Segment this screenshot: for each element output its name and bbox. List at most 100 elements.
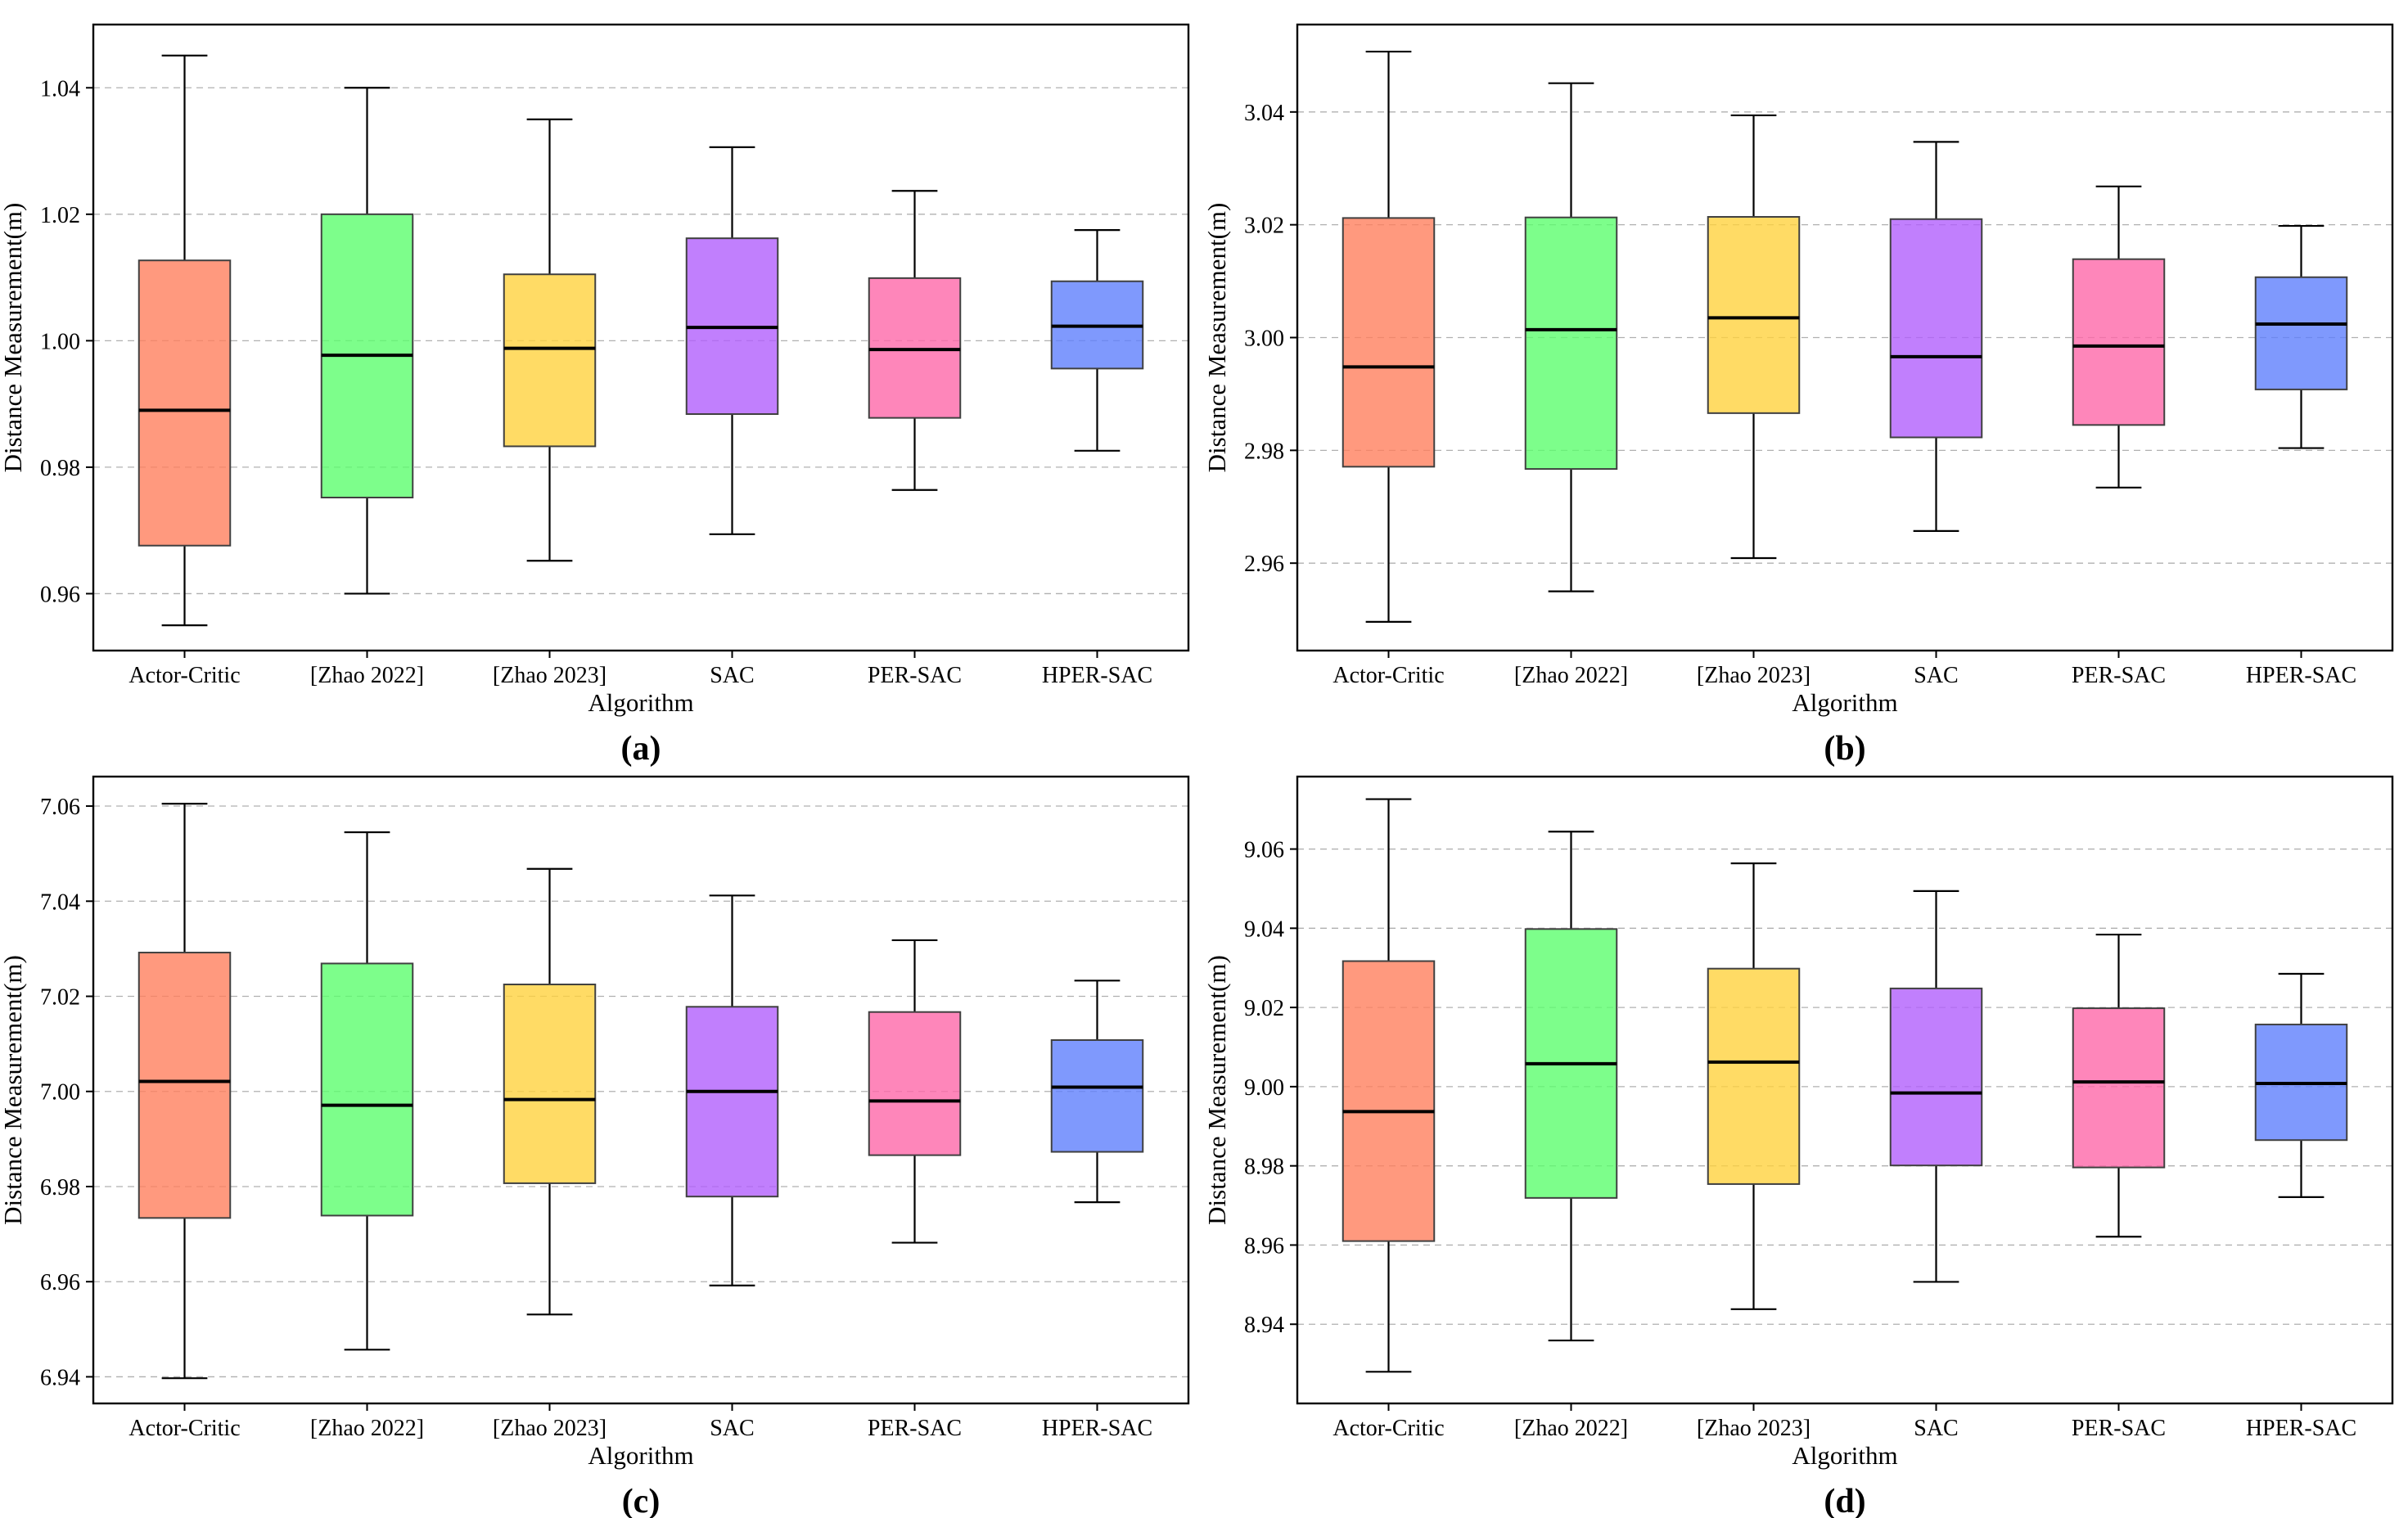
box-zhao-2022 <box>1524 82 1618 592</box>
y-axis-label: Distance Measurement(m) <box>0 955 27 1225</box>
iqr-box <box>138 259 232 547</box>
box-sac <box>1889 141 1983 532</box>
panel-caption: (a) <box>621 730 661 768</box>
y-tick-label: 7.06 <box>40 795 80 820</box>
x-axis-label: Algorithm <box>1792 688 1897 717</box>
x-tick-label: Actor-Critic <box>1333 1416 1444 1441</box>
x-tick-label: Actor-Critic <box>1333 663 1444 688</box>
x-tick-label: [Zhao 2023] <box>1697 663 1811 688</box>
iqr-box <box>138 952 232 1219</box>
box-hper-sac <box>1050 980 1144 1204</box>
box-per-sac <box>868 190 962 491</box>
y-tick-label: 2.98 <box>1244 439 1284 464</box>
iqr-box <box>1889 987 1983 1167</box>
x-axis-label: Algorithm <box>588 1441 693 1470</box>
x-axis-label: Algorithm <box>588 688 693 717</box>
plot-frame <box>92 23 1190 652</box>
y-tick-label: 8.94 <box>1244 1313 1284 1338</box>
box-zhao-2023 <box>503 118 597 562</box>
iqr-box <box>1342 960 1436 1242</box>
y-tick-label: 8.98 <box>1244 1155 1284 1180</box>
box-zhao-2022 <box>320 87 414 595</box>
iqr-box <box>868 1011 962 1156</box>
plot-frame <box>1296 23 2394 652</box>
box-hper-sac <box>2254 224 2348 449</box>
box-zhao-2023 <box>1707 862 1801 1310</box>
x-tick-label: [Zhao 2023] <box>1697 1416 1811 1441</box>
x-tick-label: Actor-Critic <box>129 1416 240 1441</box>
iqr-box <box>1342 217 1436 468</box>
box-actor-critic <box>1342 798 1436 1373</box>
iqr-box <box>1707 216 1801 414</box>
y-axis-label: Distance Measurement(m) <box>1202 203 1231 473</box>
panel-b: 2.96 2.98 3.00 3.02 3.04 Actor-Critic [Zhao 20… <box>1202 23 2394 768</box>
y-tick-label: 6.96 <box>40 1270 80 1295</box>
iqr-box <box>685 1006 779 1198</box>
box-actor-critic <box>138 54 232 627</box>
x-tick-label: HPER-SAC <box>2246 1416 2356 1441</box>
iqr-box <box>2072 258 2166 426</box>
y-tick-label: 9.02 <box>1244 996 1284 1021</box>
y-tick-label: 2.96 <box>1244 552 1284 577</box>
x-tick-label: HPER-SAC <box>1042 663 1152 688</box>
panel-caption: (c) <box>622 1483 661 1518</box>
x-tick-label: HPER-SAC <box>1042 1416 1152 1441</box>
iqr-box <box>1707 967 1801 1185</box>
y-tick-label: 1.04 <box>40 76 80 101</box>
y-tick-label: 0.98 <box>40 456 80 481</box>
box-per-sac <box>2072 185 2166 489</box>
x-tick-label: Actor-Critic <box>129 663 240 688</box>
y-axis-label: Distance Measurement(m) <box>1202 955 1231 1225</box>
y-tick-label: 9.04 <box>1244 917 1284 942</box>
box-zhao-2022 <box>320 831 414 1351</box>
y-tick-label: 0.96 <box>40 582 80 607</box>
panel-caption: (b) <box>1824 730 1865 768</box>
box-actor-critic <box>138 803 232 1380</box>
x-tick-label: [Zhao 2022] <box>310 663 424 688</box>
y-tick-label: 7.00 <box>40 1080 80 1106</box>
x-tick-label: HPER-SAC <box>2246 663 2356 688</box>
panel-a: 0.96 0.98 1.00 1.02 1.04 Actor-Critic [Zhao 20… <box>0 23 1190 768</box>
y-axis-label: Distance Measurement(m) <box>0 203 27 473</box>
box-zhao-2023 <box>1707 114 1801 560</box>
x-tick-label: PER-SAC <box>2072 1416 2166 1441</box>
x-tick-label: SAC <box>1914 663 1958 688</box>
iqr-box <box>320 962 414 1217</box>
x-axis-label: Algorithm <box>1792 1441 1897 1470</box>
box-sac <box>685 894 779 1286</box>
y-tick-label: 9.06 <box>1244 838 1284 863</box>
box-hper-sac <box>1050 229 1144 452</box>
y-tick-label: 9.00 <box>1244 1075 1284 1101</box>
x-tick-label: PER-SAC <box>868 1416 962 1441</box>
box-zhao-2022 <box>1524 831 1618 1342</box>
y-tick-label: 3.00 <box>1244 327 1284 352</box>
box-zhao-2023 <box>503 867 597 1316</box>
x-tick-label: [Zhao 2022] <box>1514 663 1628 688</box>
x-tick-label: [Zhao 2022] <box>310 1416 424 1441</box>
x-tick-label: SAC <box>710 1416 754 1441</box>
panel-c: 6.94 6.96 6.98 7.00 7.02 7.04 7.06 Actor-Critic… <box>0 775 1190 1518</box>
iqr-box <box>2254 276 2348 390</box>
plot-frame <box>92 775 1190 1405</box>
panel-caption: (d) <box>1824 1483 1865 1518</box>
iqr-box <box>1524 216 1618 471</box>
box-actor-critic <box>1342 50 1436 623</box>
y-tick-label: 1.02 <box>40 203 80 228</box>
box-per-sac <box>2072 933 2166 1238</box>
iqr-box <box>503 983 597 1184</box>
x-tick-label: [Zhao 2023] <box>493 1416 607 1441</box>
x-tick-label: [Zhao 2023] <box>493 663 607 688</box>
x-tick-label: [Zhao 2022] <box>1514 1416 1628 1441</box>
y-tick-label: 7.02 <box>40 985 80 1011</box>
iqr-box <box>1889 218 1983 439</box>
iqr-box <box>503 273 597 448</box>
y-tick-label: 6.98 <box>40 1175 80 1200</box>
box-sac <box>1889 890 1983 1283</box>
x-tick-label: PER-SAC <box>2072 663 2166 688</box>
plot-frame <box>1296 775 2394 1405</box>
y-tick-label: 8.96 <box>1244 1233 1284 1259</box>
box-sac <box>685 146 779 535</box>
iqr-box <box>1050 1038 1144 1153</box>
x-tick-label: PER-SAC <box>868 663 962 688</box>
